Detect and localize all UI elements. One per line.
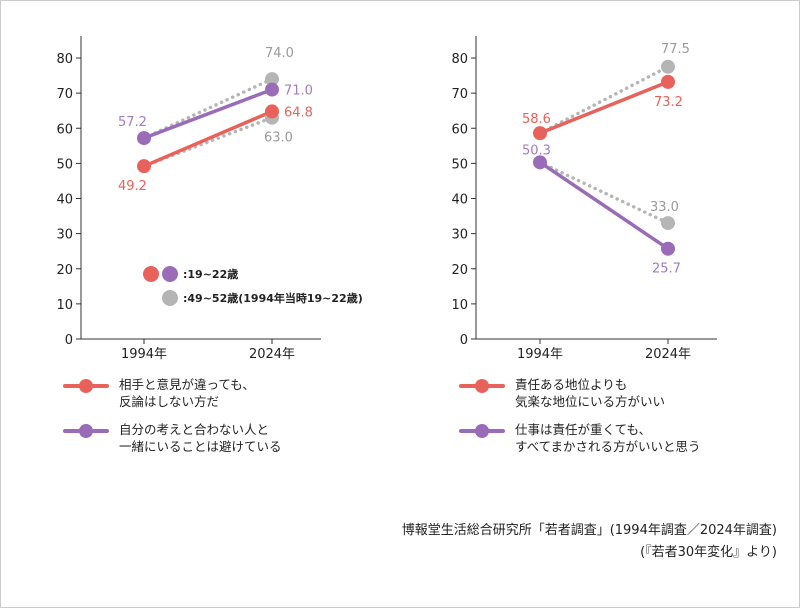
data-point-purple (137, 131, 151, 146)
y-tick-label: 40 (451, 193, 468, 208)
legend-purple-line-icon (63, 424, 109, 438)
data-point-purple (661, 241, 675, 256)
source-line-1: 博報堂生活総合研究所「若者調査」(1994年調査／2024年調査) (401, 523, 777, 538)
data-point-red (661, 74, 675, 89)
y-tick-label: 20 (56, 263, 73, 278)
y-tick-label: 20 (451, 263, 468, 278)
y-tick-label: 60 (451, 122, 468, 137)
data-label: 73.2 (654, 95, 683, 110)
x-tick-label: 1994年 (121, 347, 167, 362)
series-line-purple-solid (538, 160, 670, 251)
data-label: 25.7 (652, 262, 681, 277)
series-line-gray-dotted (538, 160, 670, 225)
series-line-gray-dotted (538, 65, 670, 135)
data-label: 58.6 (522, 112, 551, 127)
legend-red-line-icon (63, 379, 109, 393)
legend-text-line: 相手と意見が違っても、 (119, 377, 255, 392)
data-label: 71.0 (284, 84, 313, 99)
marker-legend-text: :49~52歳(1994年当時19~22歳) (183, 291, 363, 305)
y-tick-label: 70 (56, 87, 73, 102)
legend-left-text-1: 相手と意見が違っても、 反論はしない方だ (119, 376, 255, 410)
series-line-red-solid (142, 109, 274, 168)
y-tick-label: 30 (451, 228, 468, 243)
legend-left-text-2: 自分の考えと合わない人と 一緒にいることは避けている (119, 421, 282, 455)
data-point-gray (661, 216, 675, 231)
data-point-purple (533, 155, 547, 170)
data-label: 49.2 (118, 179, 147, 194)
legend-text-line: すべてまかされる方がいいと思う (515, 439, 701, 454)
y-tick-label: 0 (460, 333, 468, 348)
data-point-red (137, 159, 151, 174)
legend-text-line: 責任ある地位よりも (515, 377, 628, 392)
data-point-red (533, 126, 547, 141)
y-tick-label: 50 (56, 157, 73, 172)
legend-text-line: 自分の考えと合わない人と (119, 422, 270, 437)
marker-legend-gray-dot (162, 290, 178, 306)
data-point-gray (661, 59, 675, 74)
y-tick-label: 30 (56, 228, 73, 243)
legend-text-line: 気楽な地位にいる方がいい (515, 394, 666, 409)
series-line-red-solid (538, 80, 670, 135)
y-tick-label: 40 (56, 193, 73, 208)
legend-right-text-2: 仕事は責任が重くても、すべてまかされる方がいいと思う (515, 421, 701, 455)
legend-text-line: 一緒にいることは避けている (119, 439, 282, 454)
data-label: 63.0 (264, 131, 293, 146)
y-tick-label: 10 (56, 298, 73, 313)
y-tick-label: 60 (56, 122, 73, 137)
y-tick-label: 80 (451, 52, 468, 67)
series-line-purple-solid (142, 87, 274, 140)
legend-text-line: 仕事は責任が重くても、 (515, 422, 652, 437)
data-label: 57.2 (118, 115, 147, 130)
legend-red-line-icon (459, 379, 505, 393)
data-point-purple (265, 82, 279, 97)
legend-purple-line-icon (459, 424, 505, 438)
data-label: 64.8 (284, 105, 313, 120)
legend-text-line: 反論はしない方だ (119, 394, 220, 409)
legend-right-text-1: 責任ある地位よりも気楽な地位にいる方がいい (515, 376, 665, 410)
marker-legend-red-dot (143, 266, 159, 282)
y-tick-label: 0 (65, 333, 73, 348)
data-label: 50.3 (522, 143, 551, 158)
data-label: 77.5 (661, 42, 690, 57)
marker-legend-purple-dot (162, 266, 178, 282)
data-label: 74.0 (265, 46, 294, 61)
y-tick-label: 50 (451, 157, 468, 172)
y-tick-label: 10 (451, 298, 468, 313)
source-line-2: (『若者30年変化』より) (640, 545, 777, 560)
data-point-gray (265, 72, 279, 87)
data-point-red (265, 104, 279, 119)
y-tick-label: 70 (451, 87, 468, 102)
x-tick-label: 1994年 (517, 347, 563, 362)
x-tick-label: 2024年 (249, 347, 295, 362)
marker-legend-text: :19~22歳 (183, 267, 238, 281)
x-tick-label: 2024年 (645, 347, 691, 362)
data-label: 33.0 (650, 200, 679, 215)
y-tick-label: 80 (56, 52, 73, 67)
